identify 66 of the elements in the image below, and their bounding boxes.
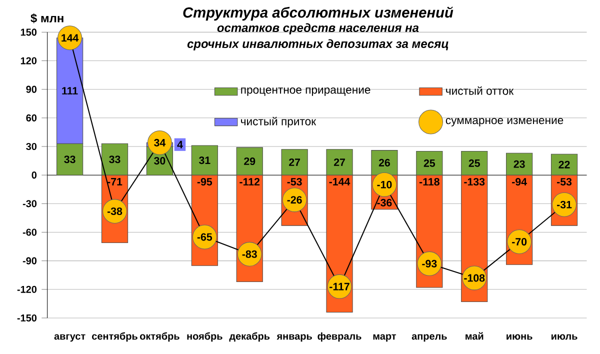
data-label: 33: [64, 156, 76, 164]
legend-label: чистый приток: [241, 116, 316, 128]
data-label: -93: [422, 260, 437, 268]
x-tick-label: май: [466, 332, 484, 340]
x-tick-label: июль: [552, 334, 578, 340]
data-label: -108: [464, 274, 485, 282]
x-tick-label: сентябрь: [92, 332, 138, 342]
y-axis-title: $ млн: [30, 13, 64, 24]
x-tick-label: март: [373, 334, 396, 342]
data-label: -10: [377, 180, 392, 188]
data-label: 33: [109, 156, 120, 164]
y-tick-label: 30: [26, 142, 37, 150]
data-label: 27: [334, 158, 345, 166]
x-tick-label: апрель: [412, 334, 447, 342]
x-tick-label: январь: [276, 334, 312, 342]
data-label: 23: [514, 160, 525, 168]
y-tick-label: 90: [26, 86, 37, 93]
data-label: 4: [177, 140, 183, 148]
data-label: -53: [287, 178, 302, 186]
data-label: 29: [244, 158, 256, 166]
y-tick-label: -60: [22, 228, 37, 236]
data-label: -26: [287, 196, 302, 204]
data-label: -117: [330, 282, 350, 290]
data-label: -71: [107, 178, 122, 186]
y-tick-label: 60: [26, 114, 37, 122]
y-tick-label: 150: [20, 28, 37, 36]
data-label: 30: [154, 157, 166, 165]
x-tick-label: ноябрь: [187, 332, 222, 342]
x-tick-label: август: [54, 334, 86, 342]
y-tick-label: 0: [32, 172, 37, 179]
data-label: 31: [198, 156, 210, 164]
y-tick-label: -120: [17, 286, 37, 293]
y-tick-label: -30: [22, 200, 37, 208]
data-label: 34: [154, 138, 166, 146]
data-label: -133: [464, 178, 485, 186]
chart-title: Структура абсолютных изменений: [183, 6, 454, 21]
legend-label: суммарное изменение: [446, 118, 564, 126]
data-label: -94: [512, 178, 527, 186]
legend-label: чистый отток: [446, 86, 514, 95]
data-label: -36: [377, 198, 392, 206]
data-label: -38: [107, 208, 122, 216]
x-tick-label: июнь: [506, 334, 532, 340]
data-label: -118: [419, 178, 440, 186]
data-label: -112: [240, 178, 260, 186]
y-tick-label: -90: [22, 257, 37, 264]
data-label: -144: [329, 178, 350, 186]
data-label: 26: [378, 158, 390, 166]
data-label: -83: [242, 250, 257, 258]
data-label: -53: [557, 178, 572, 186]
data-label: 22: [558, 160, 570, 168]
y-tick-label: -150: [17, 314, 37, 322]
x-tick-label: декабрь: [229, 332, 270, 342]
x-tick-label: февраль: [318, 332, 362, 342]
data-label: 144: [62, 34, 79, 42]
data-label: -65: [197, 233, 212, 241]
chart-subtitle: остатков средств населения на срочных инвалютных депозитах за месяц: [187, 23, 448, 50]
data-label: 27: [289, 158, 300, 166]
data-label: 111: [62, 87, 78, 94]
data-label: -31: [557, 200, 572, 208]
x-tick-label: октябрь: [140, 332, 180, 342]
legend-label: процентное приращение: [241, 88, 370, 96]
data-label: -95: [197, 178, 212, 186]
data-label: -70: [512, 238, 527, 246]
data-label: 25: [424, 159, 436, 167]
y-tick-label: 120: [20, 57, 37, 64]
data-label: 25: [468, 159, 480, 167]
